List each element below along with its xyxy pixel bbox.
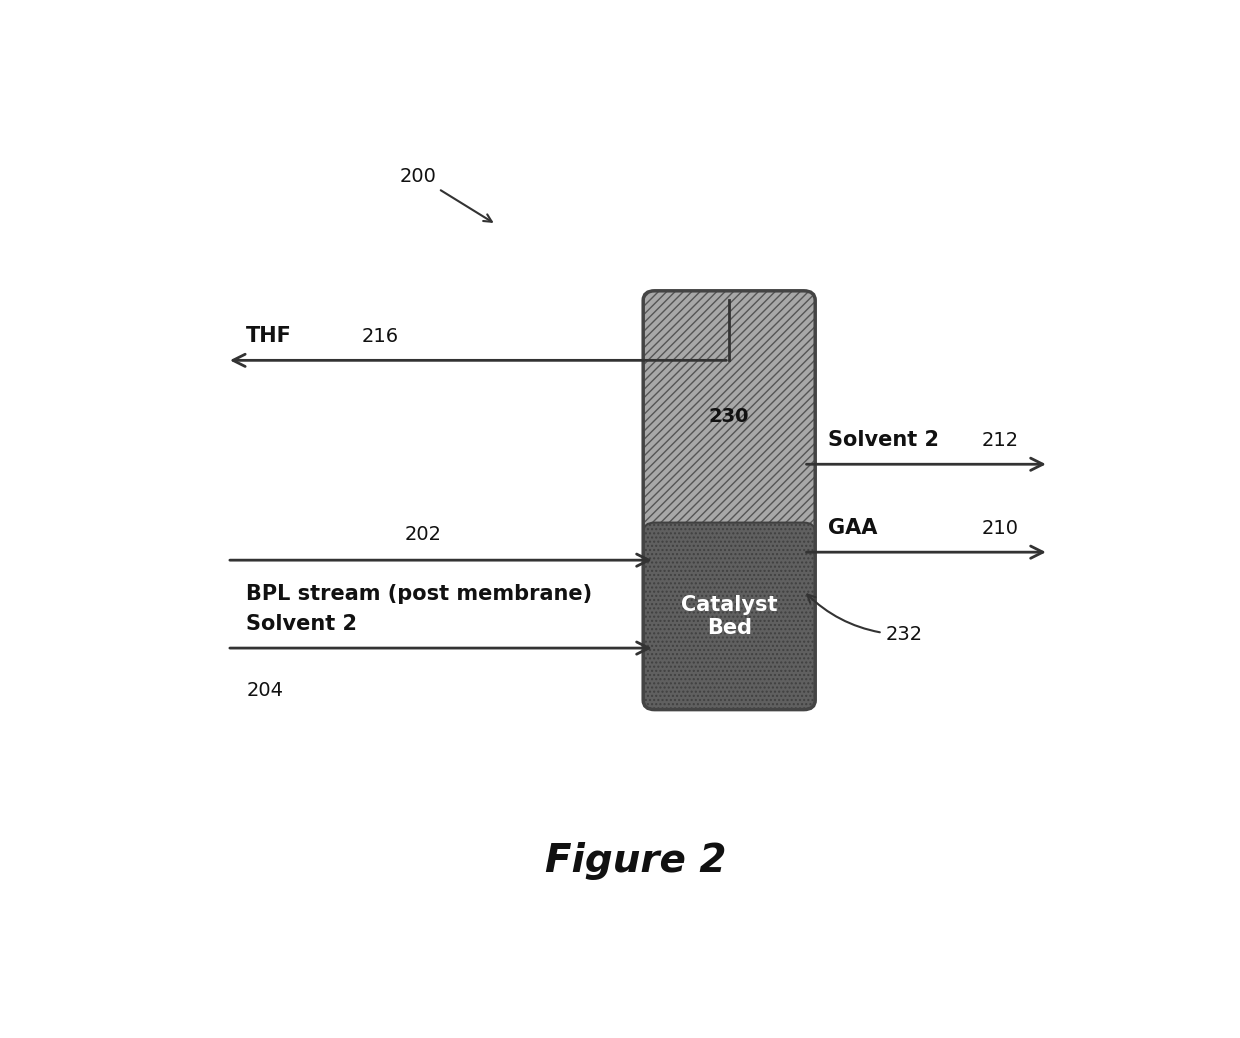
Text: Figure 2: Figure 2 xyxy=(544,842,727,880)
Text: 210: 210 xyxy=(982,519,1018,538)
Text: Solvent 2: Solvent 2 xyxy=(828,430,939,449)
Text: 200: 200 xyxy=(401,167,492,222)
Text: 202: 202 xyxy=(404,525,441,544)
Text: GAA: GAA xyxy=(828,518,877,538)
Text: 204: 204 xyxy=(247,681,283,700)
Text: Catalyst
Bed: Catalyst Bed xyxy=(681,595,777,637)
FancyBboxPatch shape xyxy=(644,522,815,710)
Text: THF: THF xyxy=(247,326,293,346)
Text: BPL stream (post membrane): BPL stream (post membrane) xyxy=(247,584,593,604)
Text: 212: 212 xyxy=(982,431,1018,449)
Text: 230: 230 xyxy=(709,407,749,426)
FancyBboxPatch shape xyxy=(644,291,815,542)
Text: Solvent 2: Solvent 2 xyxy=(247,613,357,633)
Text: 216: 216 xyxy=(362,327,399,346)
Text: 232: 232 xyxy=(807,595,923,645)
